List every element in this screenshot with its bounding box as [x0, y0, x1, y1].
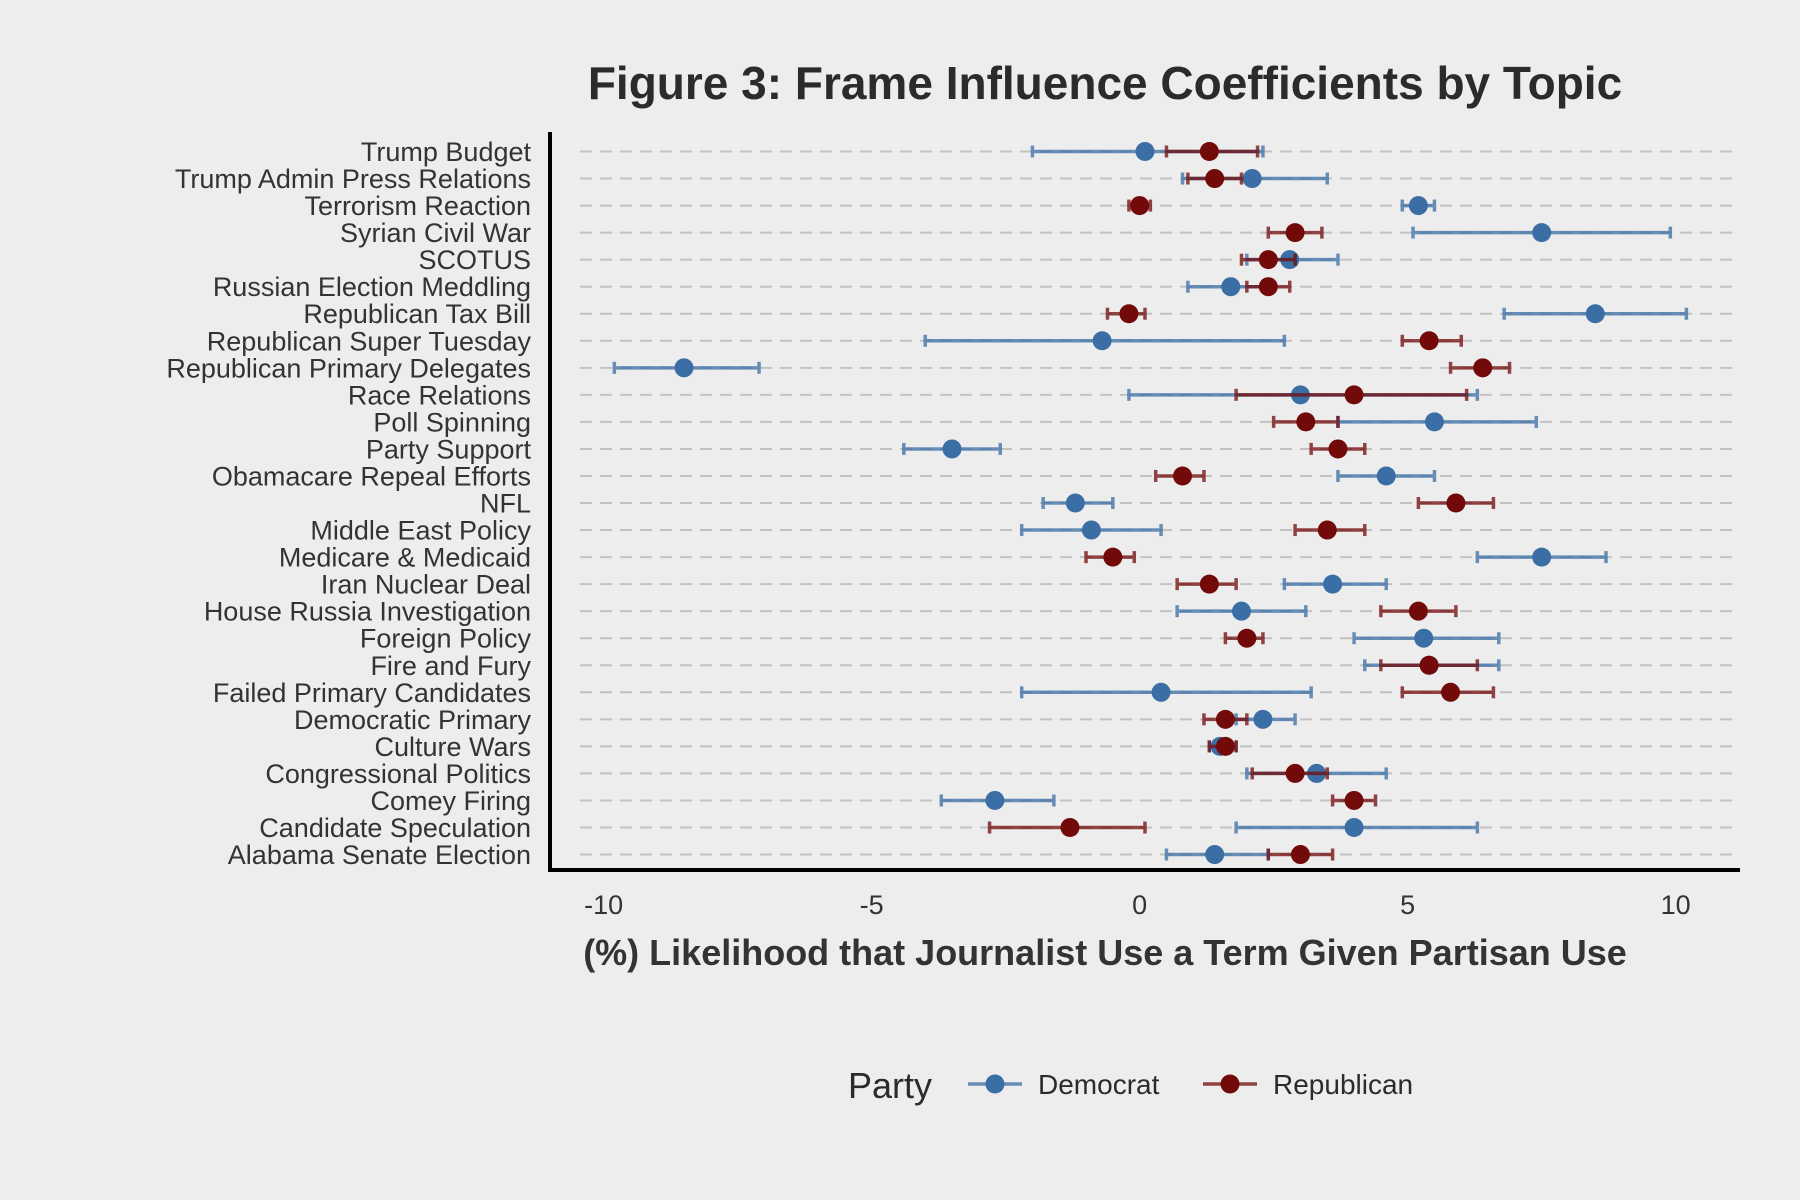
y-tick-label: Race Relations	[348, 380, 531, 410]
y-tick-label: Culture Wars	[374, 732, 531, 762]
republican-point	[1317, 520, 1337, 540]
republican-point	[1408, 601, 1428, 621]
y-tick-label: SCOTUS	[418, 245, 531, 275]
democrat-point	[1242, 169, 1262, 189]
legend-label: Republican	[1273, 1069, 1413, 1100]
republican-point	[1290, 845, 1310, 865]
democrat-point	[1414, 628, 1434, 648]
y-tick-label: Obamacare Repeal Efforts	[212, 461, 531, 491]
democrat-point	[1424, 412, 1444, 432]
y-tick-label: Republican Primary Delegates	[166, 353, 531, 383]
y-tick-label: Trump Admin Press Relations	[175, 164, 531, 194]
democrat-point	[1585, 304, 1605, 324]
y-tick-label: Poll Spinning	[373, 407, 531, 437]
republican-point	[1419, 655, 1439, 675]
republican-point	[1199, 142, 1219, 161]
republican-point	[1296, 412, 1316, 432]
republican-point	[1060, 818, 1080, 837]
democrat-point	[1323, 574, 1343, 594]
y-tick-label: Candidate Speculation	[259, 813, 531, 843]
democrat-point	[1135, 142, 1155, 161]
republican-point	[1103, 547, 1123, 567]
legend-items: Democrat Republican	[968, 1069, 1413, 1100]
y-tick-label: Iran Nuclear Deal	[321, 570, 531, 600]
democrat-point	[1253, 709, 1273, 729]
legend-item-democrat: Democrat	[968, 1069, 1160, 1100]
y-tick-label: Failed Primary Candidates	[213, 678, 531, 708]
x-tick-label: 5	[1400, 890, 1415, 920]
y-tick-label: Republican Super Tuesday	[207, 326, 532, 356]
y-tick-label: Syrian Civil War	[340, 218, 531, 248]
x-tick-labels: -10 -5 0 5 10	[584, 890, 1691, 920]
x-axis-label: (%) Likelihood that Journalist Use a Ter…	[583, 932, 1627, 973]
y-tick-label: Fire and Fury	[370, 651, 531, 681]
republican-point	[1328, 439, 1348, 459]
democrat-point	[1065, 493, 1085, 513]
democrat-point	[1376, 466, 1396, 486]
democrat-point	[674, 358, 694, 378]
republican-point	[1215, 709, 1235, 729]
y-tick-label: Medicare & Medicaid	[279, 543, 531, 573]
y-tick-label: Alabama Senate Election	[228, 840, 531, 870]
republican-point	[1205, 169, 1225, 189]
legend-key-point	[1220, 1074, 1240, 1094]
democrat-point	[1221, 277, 1241, 297]
republican-point	[1173, 466, 1193, 486]
y-tick-label: Party Support	[366, 434, 532, 464]
republican-point	[1199, 574, 1219, 594]
legend-item-republican: Republican	[1203, 1069, 1413, 1100]
democrat-point	[1205, 845, 1225, 865]
y-tick-label: Trump Budget	[361, 137, 532, 167]
y-tick-label: Middle East Policy	[310, 516, 531, 546]
legend: Party Democrat Republican	[848, 1065, 1413, 1106]
x-tick-label: 10	[1661, 890, 1691, 920]
y-tick-label: NFL	[480, 489, 531, 519]
gridlines	[580, 150, 1740, 856]
y-tick-label: Congressional Politics	[265, 759, 531, 789]
y-tick-label: Terrorism Reaction	[304, 191, 531, 221]
republican-point	[1446, 493, 1466, 513]
republican-point	[1119, 304, 1139, 324]
series-republican	[987, 142, 1512, 865]
republican-point	[1473, 358, 1493, 378]
data-series	[612, 142, 1689, 865]
y-tick-label: Republican Tax Bill	[303, 299, 531, 329]
democrat-point	[1151, 682, 1171, 702]
y-tick-label: Russian Election Meddling	[213, 272, 531, 302]
democrat-point	[1231, 601, 1251, 621]
republican-point	[1237, 628, 1257, 648]
republican-point	[1285, 763, 1305, 783]
democrat-point	[1344, 818, 1364, 837]
x-tick-label: -10	[584, 890, 623, 920]
y-tick-label: Democratic Primary	[294, 705, 532, 735]
republican-point	[1344, 790, 1364, 810]
democrat-point	[1081, 520, 1101, 540]
republican-point	[1344, 385, 1364, 405]
y-tick-label: Foreign Policy	[360, 624, 532, 654]
democrat-point	[942, 439, 962, 459]
republican-point	[1258, 250, 1278, 270]
republican-point	[1215, 736, 1235, 756]
chart-title: Figure 3: Frame Influence Coefficients b…	[588, 57, 1622, 109]
republican-point	[1130, 196, 1150, 216]
legend-label: Democrat	[1038, 1069, 1160, 1100]
republican-point	[1419, 331, 1439, 351]
legend-title: Party	[848, 1065, 932, 1106]
democrat-point	[985, 790, 1005, 810]
democrat-point	[1092, 331, 1112, 351]
republican-point	[1258, 277, 1278, 297]
x-tick-label: -5	[860, 890, 884, 920]
republican-point	[1441, 682, 1461, 702]
x-tick-label: 0	[1132, 890, 1147, 920]
y-tick-label: Comey Firing	[370, 786, 531, 816]
republican-point	[1285, 223, 1305, 243]
democrat-point	[1408, 196, 1428, 216]
y-tick-label: House Russia Investigation	[204, 597, 531, 627]
legend-key-point	[985, 1074, 1005, 1094]
democrat-point	[1532, 223, 1552, 243]
democrat-point	[1532, 547, 1552, 567]
